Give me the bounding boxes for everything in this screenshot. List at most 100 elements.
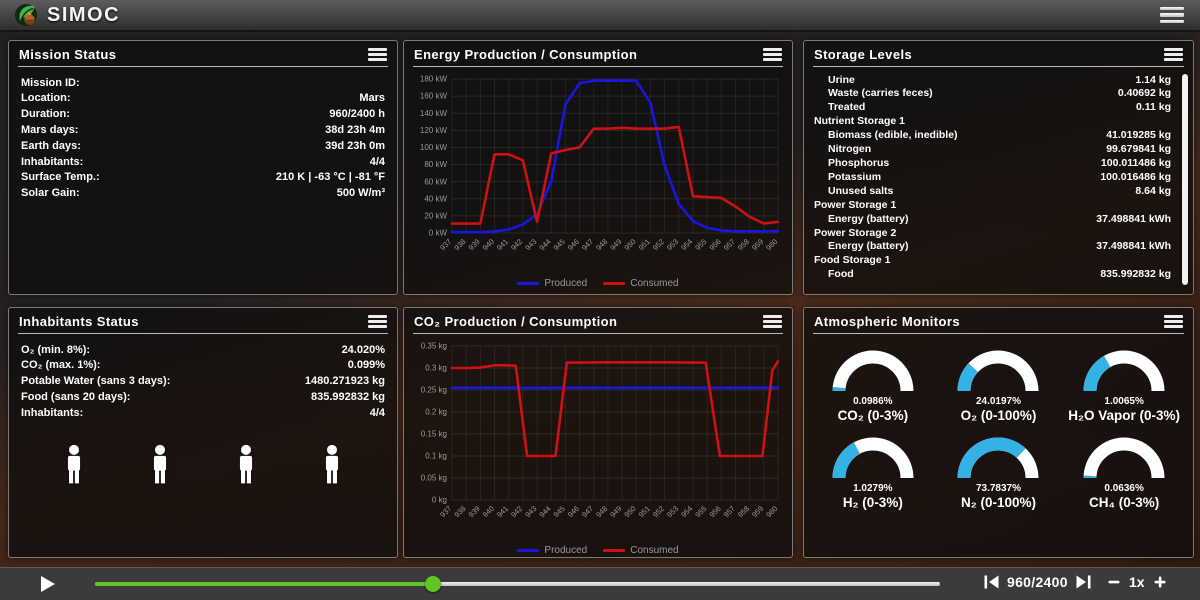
person-icon bbox=[147, 444, 173, 491]
svg-text:948: 948 bbox=[594, 237, 609, 252]
timeline-slider-fill bbox=[95, 582, 433, 586]
svg-text:180 kW: 180 kW bbox=[420, 74, 448, 83]
panel-co2-chart: CO₂ Production / Consumption 0 kg 0.05 kg… bbox=[403, 307, 793, 558]
svg-text:939: 939 bbox=[467, 237, 482, 252]
data-row: Unused salts 8.64 kg bbox=[814, 185, 1171, 199]
gauge-value: 73.7837% bbox=[975, 482, 1022, 494]
data-row: Inhabitants: 4/4 bbox=[21, 155, 385, 171]
svg-text:0.1 kg: 0.1 kg bbox=[425, 451, 447, 460]
svg-text:957: 957 bbox=[722, 504, 737, 519]
row-label: Surface Temp.: bbox=[21, 171, 100, 184]
row-label: Food bbox=[828, 268, 854, 281]
timeline-slider-thumb[interactable] bbox=[425, 576, 441, 592]
row-label: Unused salts bbox=[828, 184, 894, 197]
svg-text:942: 942 bbox=[509, 237, 524, 252]
svg-text:952: 952 bbox=[651, 504, 666, 519]
svg-text:945: 945 bbox=[552, 504, 567, 519]
panel-menu-icon[interactable] bbox=[1164, 313, 1183, 330]
data-row: O₂ (min. 8%): 24.020% bbox=[21, 343, 385, 359]
panel-menu-icon[interactable] bbox=[368, 46, 387, 63]
data-row: Biomass (edible, inedible) 41.019285 kg bbox=[814, 129, 1171, 143]
gauge-value: 1.0279% bbox=[853, 482, 893, 494]
svg-text:60 kW: 60 kW bbox=[424, 177, 447, 186]
speed-decrease-button[interactable] bbox=[1108, 576, 1120, 588]
data-row: Food (sans 20 days): 835.992832 kg bbox=[21, 390, 385, 406]
main-menu-icon[interactable] bbox=[1158, 4, 1186, 26]
svg-text:80 kW: 80 kW bbox=[424, 160, 447, 169]
svg-text:946: 946 bbox=[566, 504, 581, 519]
chart-legend: Produced Consumed bbox=[410, 545, 786, 556]
legend-item[interactable]: Produced bbox=[517, 278, 587, 289]
gauge: 0.0636% CH₄ (0-3%) bbox=[1061, 429, 1187, 510]
svg-text:945: 945 bbox=[552, 237, 567, 252]
brand: SIMOC bbox=[14, 3, 120, 27]
data-row: Surface Temp.: 210 K | -63 °C | -81 °F bbox=[21, 170, 385, 186]
data-row: Earth days: 39d 23h 0m bbox=[21, 139, 385, 155]
row-label: Duration: bbox=[21, 108, 70, 121]
co2-chart: 0 kg 0.05 kg 0.1 kg 0.15 kg 0.2 kg 0.25 kg 0.3… bbox=[404, 334, 792, 556]
timeline-slider[interactable] bbox=[95, 576, 940, 592]
svg-text:938: 938 bbox=[452, 504, 467, 519]
svg-text:952: 952 bbox=[651, 237, 666, 252]
row-label: Phosphorus bbox=[828, 157, 890, 169]
data-row: Food 835.992832 kg bbox=[814, 268, 1171, 282]
panel-menu-icon[interactable] bbox=[1164, 46, 1183, 63]
step-counter: 960/2400 bbox=[1007, 574, 1068, 590]
gauge-arc bbox=[957, 350, 1039, 391]
svg-text:937: 937 bbox=[438, 504, 453, 519]
legend-item[interactable]: Consumed bbox=[603, 545, 679, 556]
svg-text:160 kW: 160 kW bbox=[420, 91, 448, 100]
data-row: Energy (battery) 37.498841 kWh bbox=[814, 213, 1171, 227]
row-label: O₂ (min. 8%): bbox=[21, 343, 91, 356]
panel-title: Energy Production / Consumption bbox=[414, 46, 638, 62]
svg-text:953: 953 bbox=[665, 504, 680, 519]
row-label: Potassium bbox=[828, 170, 882, 183]
row-label: Energy (battery) bbox=[828, 240, 909, 253]
gauge-label: CH₄ (0-3%) bbox=[1089, 494, 1160, 510]
svg-text:949: 949 bbox=[608, 237, 623, 252]
svg-text:954: 954 bbox=[679, 237, 694, 252]
row-label: Nutrient Storage 1 bbox=[814, 115, 906, 128]
row-label: Mars days: bbox=[21, 123, 79, 136]
speed-increase-button[interactable] bbox=[1154, 576, 1166, 588]
svg-text:960: 960 bbox=[764, 504, 779, 519]
row-label: Food Storage 1 bbox=[814, 254, 891, 267]
person-icon bbox=[233, 444, 259, 491]
legend-item[interactable]: Produced bbox=[517, 545, 587, 556]
data-row: Nitrogen 99.679841 kg bbox=[814, 143, 1171, 157]
row-value: 1480.271923 kg bbox=[304, 375, 385, 388]
data-row: Nutrient Storage 1 bbox=[814, 115, 1171, 129]
svg-text:0 kg: 0 kg bbox=[432, 495, 447, 504]
inhabitants-status-list: O₂ (min. 8%): 24.020% CO₂ (max. 1%): 0.099%… bbox=[9, 334, 397, 428]
panel-menu-icon[interactable] bbox=[368, 313, 387, 330]
scrollbar-thumb[interactable] bbox=[1182, 74, 1188, 285]
gauge: 24.0197% O₂ (0-100%) bbox=[936, 342, 1062, 423]
panel-menu-icon[interactable] bbox=[763, 313, 782, 330]
row-value: 37.498841 kWh bbox=[1096, 212, 1171, 225]
svg-text:937: 937 bbox=[438, 237, 453, 252]
svg-text:943: 943 bbox=[523, 237, 538, 252]
data-row: Energy (battery) 37.498841 kWh bbox=[814, 240, 1171, 254]
inhabitant-figures bbox=[9, 444, 397, 491]
legend-swatch bbox=[603, 548, 626, 552]
step-back-button[interactable] bbox=[984, 575, 999, 589]
svg-text:951: 951 bbox=[637, 237, 652, 252]
data-row: Urine 1.14 kg bbox=[814, 74, 1171, 88]
data-row: Phosphorus 100.011486 kg bbox=[814, 157, 1171, 171]
svg-text:946: 946 bbox=[566, 237, 581, 252]
data-row: Waste (carries feces) 0.40692 kg bbox=[814, 87, 1171, 101]
gauge-label: H₂ (0-3%) bbox=[842, 494, 903, 510]
panel-menu-icon[interactable] bbox=[763, 46, 782, 63]
playback-bar: 960/2400 1x bbox=[0, 567, 1200, 600]
divider bbox=[413, 65, 783, 67]
step-forward-button[interactable] bbox=[1076, 575, 1091, 589]
row-value: 39d 23h 0m bbox=[325, 139, 385, 152]
data-row: Potable Water (sans 3 days): 1480.271923 … bbox=[21, 374, 385, 390]
svg-text:0.15 kg: 0.15 kg bbox=[421, 429, 447, 438]
divider bbox=[18, 65, 388, 67]
svg-text:950: 950 bbox=[622, 237, 637, 252]
svg-text:950: 950 bbox=[622, 504, 637, 519]
play-button[interactable] bbox=[40, 575, 56, 593]
svg-text:940: 940 bbox=[481, 504, 496, 519]
legend-item[interactable]: Consumed bbox=[603, 278, 679, 289]
